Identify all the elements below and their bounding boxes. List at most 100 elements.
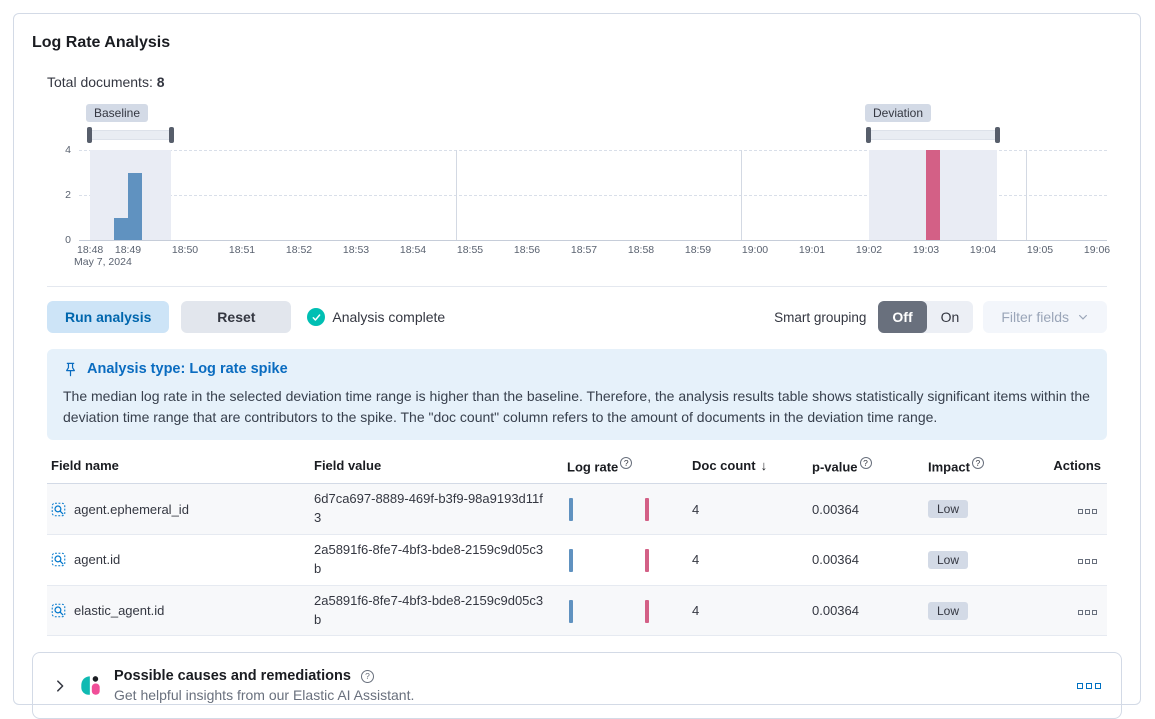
question-in-circle-icon[interactable]: ? [620, 457, 633, 469]
p-value: 0.00364 [808, 483, 924, 536]
column-doc-count[interactable]: Doc count ↓ [688, 450, 808, 485]
impact-badge: Low [928, 500, 969, 519]
deviation-brush-handle[interactable] [866, 127, 871, 143]
field-name-value: elastic_agent.id [74, 603, 165, 619]
possible-causes-panel[interactable]: Possible causes and remediations ? Get h… [32, 652, 1122, 719]
chevron-down-icon [1079, 314, 1087, 320]
field-value: 2a5891f6-8fe7-4bf3-bde8-2159c9d05c3b [314, 542, 544, 576]
smart-grouping-label: Smart grouping [774, 309, 867, 325]
x-axis-tick-label: 18:56 [513, 244, 541, 256]
p-value: 0.00364 [808, 585, 924, 637]
document-count-chart[interactable]: 0 2 4 Baseline Deviation 18:48 18:49 18:50 18:51… [47, 104, 1110, 274]
x-axis-tick-label: 19:03 [912, 244, 940, 256]
log-rate-mini-chart [567, 497, 655, 522]
question-in-circle-icon[interactable]: ? [360, 669, 374, 683]
analysis-status-label: Analysis complete [332, 309, 446, 325]
boxes-horizontal-icon[interactable] [1078, 559, 1097, 565]
field-name-value: agent.id [74, 552, 121, 568]
x-axis-tick-label: 18:59 [684, 244, 712, 256]
question-in-circle-icon[interactable]: ? [859, 457, 872, 469]
y-axis-tick-label: 2 [65, 189, 71, 201]
baseline-mini-bar [569, 498, 573, 522]
run-analysis-button[interactable]: Run analysis [47, 301, 170, 333]
x-axis-tick-label: 18:49 [114, 244, 142, 256]
possible-causes-title: Possible causes and remediations [114, 668, 351, 685]
smart-grouping-on-button[interactable]: On [927, 301, 974, 333]
deviation-mini-bar [645, 498, 649, 522]
boxes-horizontal-icon[interactable] [1077, 682, 1101, 689]
field-filter-icon[interactable] [51, 603, 66, 618]
reset-button[interactable]: Reset [181, 301, 292, 333]
divider [47, 286, 1107, 287]
x-axis-tick-label: 18:48 [77, 244, 104, 256]
x-axis-tick-label: 18:53 [342, 244, 370, 256]
filter-fields-label: Filter fields [1001, 309, 1069, 325]
analysis-toolbar: Run analysis Reset Analysis complete Sma… [47, 301, 1107, 333]
x-axis-tick-label: 19:04 [969, 244, 997, 256]
x-axis-tick-label: 19:06 [1083, 244, 1111, 256]
log-rate-mini-chart [567, 599, 655, 623]
doc-count-value: 4 [688, 585, 808, 637]
x-axis-tick-label: 18:54 [399, 244, 427, 256]
deviation-brush[interactable] [867, 130, 1000, 140]
gridline [741, 150, 742, 240]
column-log-rate[interactable]: Log rate? [563, 450, 688, 485]
column-field-name: Field name [47, 450, 310, 485]
filter-fields-button[interactable]: Filter fields [983, 301, 1107, 333]
x-axis-tick-label: 19:01 [798, 244, 826, 256]
deviation-badge: Deviation [865, 104, 932, 122]
question-in-circle-icon[interactable]: ? [971, 457, 984, 469]
field-value: 6d7ca697-8889-469f-b3f9-98a9193d11f3 [314, 491, 543, 526]
field-value: 2a5891f6-8fe7-4bf3-bde8-2159c9d05c3b [314, 592, 544, 627]
table-header-row: Field name Field value Log rate? Doc cou… [47, 450, 1107, 485]
chevron-right-icon[interactable] [53, 679, 67, 693]
x-axis-tick-label: 18:57 [570, 244, 598, 256]
impact-badge: Low [928, 601, 969, 620]
x-axis-tick-label: 18:52 [285, 244, 313, 256]
smart-grouping-off-button[interactable]: Off [878, 301, 927, 333]
baseline-brush-handle[interactable] [168, 127, 174, 143]
deviation-mini-bar [645, 599, 649, 623]
table-row: elastic_agent.id 2a5891f6-8fe7-4bf3-bde8… [47, 585, 1107, 637]
boxes-horizontal-icon[interactable] [1078, 508, 1097, 514]
analysis-results-table: Field name Field value Log rate? Doc cou… [47, 450, 1107, 637]
gridline [79, 195, 1107, 196]
doc-count-value: 4 [688, 534, 808, 586]
analysis-status: Analysis complete [307, 308, 445, 326]
column-actions: Actions [1036, 450, 1107, 485]
deviation-brush-handle[interactable] [995, 127, 1001, 143]
deviation-histogram-bar [926, 150, 940, 240]
x-axis-tick-label: 19:02 [855, 244, 883, 256]
column-p-value[interactable]: p-value? [808, 450, 924, 485]
doc-count-value: 4 [688, 483, 808, 536]
impact-badge: Low [928, 550, 969, 569]
baseline-badge: Baseline [86, 104, 149, 122]
page-title: Log Rate Analysis [32, 34, 171, 51]
callout-body: The median log rate in the selected devi… [63, 388, 1090, 425]
field-filter-icon[interactable] [51, 552, 66, 567]
baseline-histogram-bar [113, 217, 128, 240]
possible-causes-subtitle: Get helpful insights from our Elastic AI… [114, 687, 415, 704]
p-value: 0.00364 [808, 534, 924, 586]
baseline-histogram-bar [128, 172, 142, 240]
log-rate-mini-chart [567, 548, 655, 572]
gridline [456, 150, 457, 240]
field-name-value: agent.ephemeral_id [74, 501, 189, 517]
column-field-value: Field value [310, 450, 563, 485]
analysis-type-callout: Analysis type: Log rate spike The median… [47, 349, 1107, 440]
gridline [79, 150, 1107, 151]
x-axis-line [79, 240, 1107, 241]
x-axis-tick-label: 18:51 [228, 244, 256, 256]
x-axis-tick-label: 18:50 [171, 244, 199, 256]
column-impact[interactable]: Impact? [924, 450, 1036, 485]
baseline-brush-handle[interactable] [87, 127, 92, 143]
boxes-horizontal-icon[interactable] [1078, 610, 1097, 616]
total-documents-label: Total documents: [47, 74, 153, 90]
x-axis-tick-label: 18:58 [627, 244, 655, 256]
field-filter-icon[interactable] [51, 502, 66, 517]
x-axis-tick-label: 19:05 [1026, 244, 1054, 256]
y-axis-tick-label: 0 [65, 234, 71, 246]
elastic-ai-assistant-icon [81, 676, 100, 696]
baseline-brush[interactable] [88, 130, 173, 140]
pin-icon [66, 362, 75, 376]
